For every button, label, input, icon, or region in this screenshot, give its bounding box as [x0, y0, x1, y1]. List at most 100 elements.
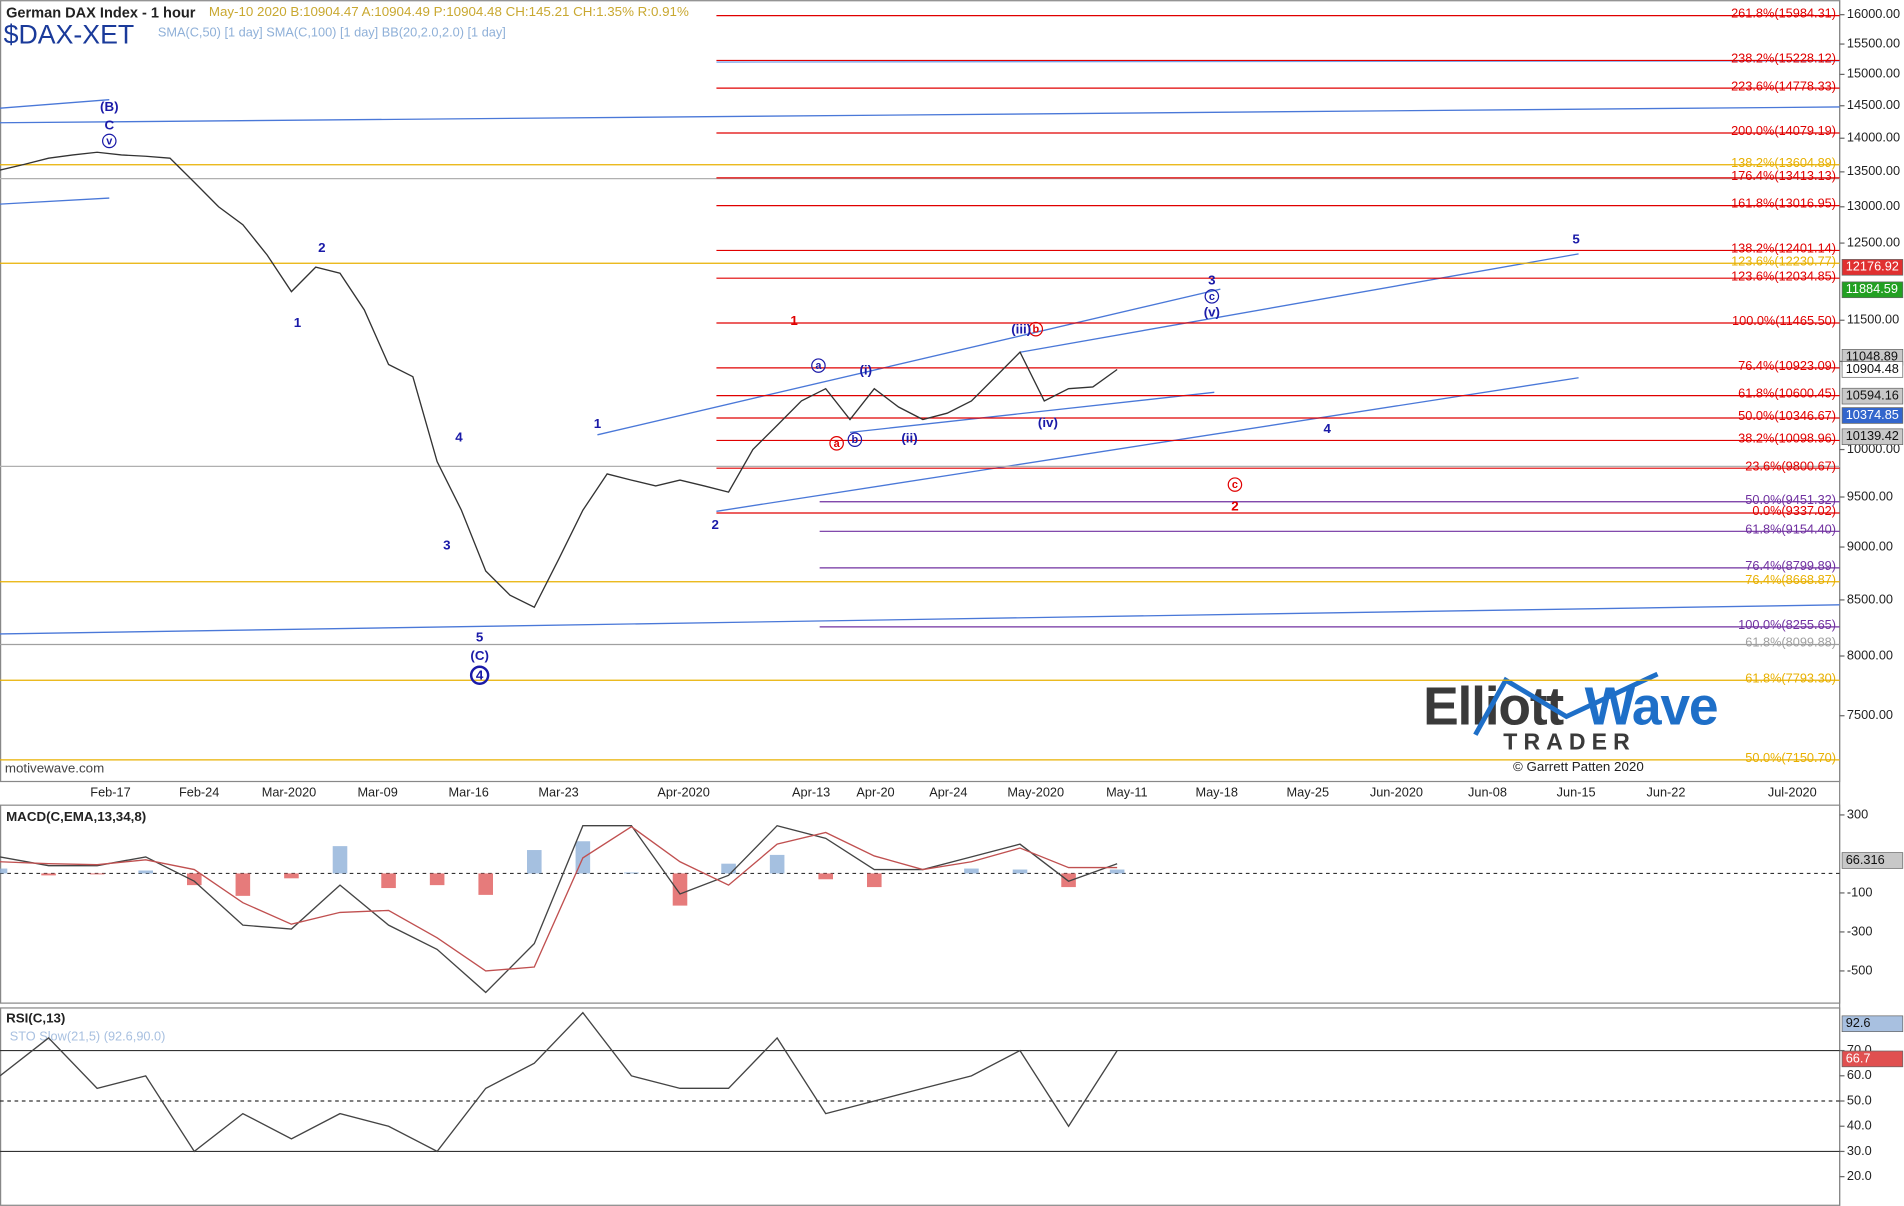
- histogram-bar: [41, 873, 56, 876]
- wave-label: c: [1232, 479, 1238, 491]
- value-tag-label: 11884.59: [1846, 281, 1898, 296]
- wave-circle: [469, 665, 490, 685]
- fib-level-label: 50.0%(9451.32): [1745, 492, 1836, 507]
- y-tick-label: -100: [1847, 884, 1873, 899]
- value-tag-label: 66.316: [1846, 852, 1885, 867]
- histogram-bar: [332, 846, 348, 874]
- x-tick-label: Mar-16: [449, 784, 489, 799]
- value-tag-box: [1841, 361, 1904, 378]
- histogram-bar: [769, 854, 785, 874]
- symbol: $DAX-XET: [4, 20, 135, 50]
- wave-label: (C): [470, 648, 489, 663]
- value-tag: 92.6: [1841, 1015, 1904, 1033]
- wave-circle: [1204, 289, 1220, 304]
- fib-level-label: 76.4%(8668.87): [1745, 572, 1836, 587]
- logo-word: Elliott: [1423, 678, 1564, 737]
- histogram-bar: [1109, 869, 1125, 874]
- fib-level-label: 261.8%(15984.31): [1731, 6, 1836, 21]
- fib-level-label: 23.6%(9800.67): [1745, 458, 1836, 473]
- x-tick-label: Mar-09: [357, 784, 397, 799]
- logo-word: Wave: [1585, 678, 1718, 737]
- histogram-bar: [624, 872, 639, 874]
- fib-level-label: 76.4%(10923.09): [1738, 358, 1836, 373]
- wave-label: (B): [100, 99, 119, 114]
- wave-label: b: [1032, 324, 1039, 336]
- quote-line: May-10 2020 B:10904.47 A:10904.49 P:1090…: [209, 4, 689, 19]
- y-tick-label: 14500.00: [1847, 97, 1900, 112]
- y-tick-label: 9000.00: [1847, 538, 1893, 553]
- fib-level-label: 0.0%(9337.02): [1752, 503, 1836, 518]
- wave-label: 3: [443, 537, 450, 552]
- value-tag-box: [1841, 259, 1904, 276]
- y-tick-label: -500: [1847, 962, 1873, 977]
- wave-label: a: [815, 360, 822, 372]
- wave-label: 5: [1572, 231, 1580, 246]
- y-tick-label: 40.0: [1847, 1118, 1872, 1133]
- wave-label: (v): [1204, 304, 1220, 319]
- logo-subtitle: TRADER: [1503, 728, 1636, 754]
- x-tick-label: Jul-2020: [1768, 784, 1817, 799]
- histogram-bar: [429, 873, 445, 886]
- histogram-bar: [138, 870, 153, 874]
- wave-label: (ii): [901, 431, 917, 446]
- fib-level-label: 61.8%(9154.40): [1745, 521, 1836, 536]
- histogram-bar: [478, 873, 493, 895]
- fib-level-label: 61.8%(10600.45): [1738, 386, 1836, 401]
- y-tick-label: 13500.00: [1847, 163, 1900, 178]
- wave-label: 5: [476, 630, 484, 645]
- macd-line: [0, 824, 1118, 994]
- x-tick-label: May-2020: [1007, 784, 1064, 799]
- wave-label: a: [834, 438, 841, 450]
- histogram-bar: [1061, 873, 1076, 888]
- logo: Elliott Wave TRADER © Garrett Patten 202…: [1423, 671, 1719, 774]
- wave-label: 2: [712, 517, 719, 532]
- wave-label: (i): [859, 363, 872, 378]
- macd-line: [0, 825, 1118, 972]
- histogram-bar: [721, 863, 736, 874]
- fib-level-label: 123.6%(12230.77): [1731, 253, 1836, 268]
- fib-level-label: 38.2%(10098.96): [1738, 431, 1836, 446]
- y-tick-label: -300: [1847, 923, 1873, 938]
- x-tick-label: Feb-17: [90, 784, 130, 799]
- y-tick-label: 60.0: [1847, 1067, 1872, 1082]
- y-tick-label: 50.0: [1847, 1092, 1872, 1107]
- x-tick-label: Apr-13: [792, 784, 830, 799]
- wave-label: 2: [318, 240, 325, 255]
- watermark: motivewave.com: [5, 760, 104, 775]
- y-tick-label: 9500.00: [1847, 488, 1893, 503]
- x-tick-label: Mar-23: [538, 784, 578, 799]
- value-tag-label: 92.6: [1846, 1015, 1871, 1030]
- wave-circle: [847, 432, 863, 447]
- value-tag: 66.7: [1841, 1050, 1904, 1068]
- wave-label: 1: [594, 416, 602, 431]
- histogram-bar: [964, 868, 979, 874]
- fib-level-label: 138.2%(12401.14): [1731, 241, 1836, 256]
- histogram-bar: [672, 873, 688, 906]
- fib-level-label: 176.4%(13413.13): [1731, 168, 1836, 183]
- wave-label: 2: [1231, 499, 1238, 514]
- wave-label: 3: [1208, 273, 1215, 288]
- fib-level-label: 223.6%(14778.33): [1731, 78, 1836, 93]
- value-tag-box: [1841, 852, 1904, 869]
- x-tick-label: Apr-2020: [657, 784, 709, 799]
- x-tick-label: Mar-2020: [262, 784, 317, 799]
- rsi-title: RSI(C,13): [6, 1010, 65, 1025]
- histogram-bar: [527, 850, 542, 874]
- fib-level-label: 200.0%(14079.19): [1731, 123, 1836, 138]
- fib-level-label: 100.0%(8255.65): [1738, 617, 1836, 632]
- rsi-line: [0, 1011, 1118, 1153]
- value-tag-box: [1841, 1015, 1904, 1033]
- wave-label: 4: [455, 429, 463, 444]
- x-tick-label: Feb-24: [179, 784, 219, 799]
- value-tag: 66.316: [1841, 852, 1904, 869]
- y-tick-label: 13000.00: [1847, 198, 1900, 213]
- histogram-bar: [381, 873, 396, 889]
- fib-level-label: 61.8%(7793.30): [1745, 670, 1836, 685]
- x-tick-label: Jun-22: [1647, 784, 1686, 799]
- wave-label: v: [106, 135, 113, 147]
- value-tag-box: [1841, 407, 1904, 424]
- y-tick-label: 14000.00: [1847, 130, 1900, 145]
- value-tag-label: 10374.85: [1846, 407, 1899, 422]
